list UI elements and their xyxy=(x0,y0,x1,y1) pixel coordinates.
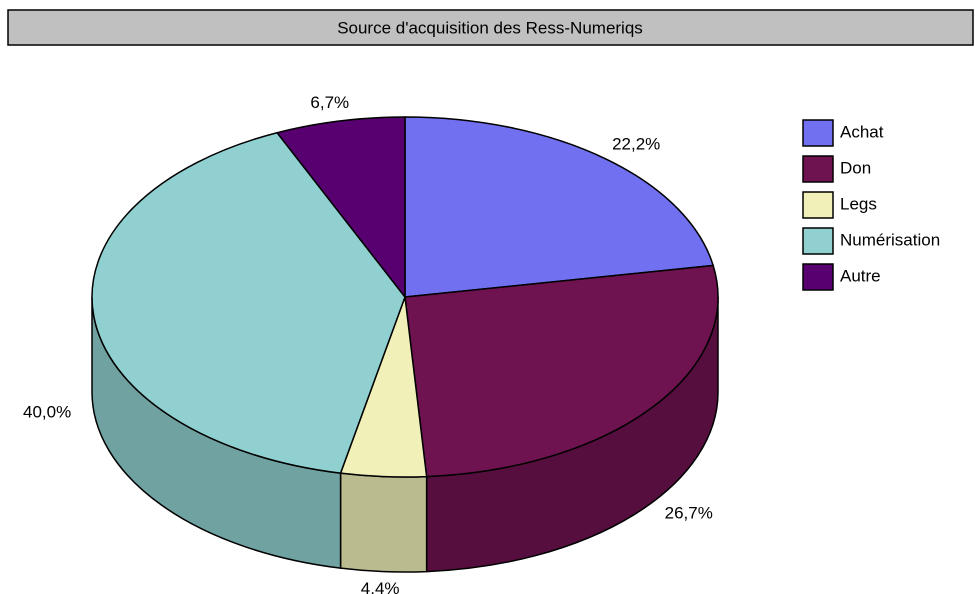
pie-slice xyxy=(275,116,406,300)
legend-label: Numérisation xyxy=(840,230,940,249)
data-label: 22,2% xyxy=(612,135,660,154)
chart-title: Source d'acquisition des Ress-Numeriqs xyxy=(337,18,643,37)
data-label: 26,7% xyxy=(665,503,713,522)
pie-slice xyxy=(404,116,715,298)
legend-swatch xyxy=(802,119,834,147)
legend-label: Don xyxy=(840,158,871,177)
pie-slice xyxy=(91,131,406,474)
legend-swatch xyxy=(802,191,834,219)
legend-label: Achat xyxy=(840,122,884,141)
legend-swatch xyxy=(802,227,834,255)
legend-label: Autre xyxy=(840,266,881,285)
data-label: 40,0% xyxy=(23,403,71,422)
legend-swatch xyxy=(802,155,834,183)
data-label: 6,7% xyxy=(310,93,349,112)
data-label: 4,4% xyxy=(361,579,400,594)
title-bar xyxy=(7,9,974,46)
pie-slice xyxy=(404,264,719,478)
legend-swatch xyxy=(802,263,834,291)
pie-side xyxy=(339,472,428,573)
legend-label: Legs xyxy=(840,194,877,213)
